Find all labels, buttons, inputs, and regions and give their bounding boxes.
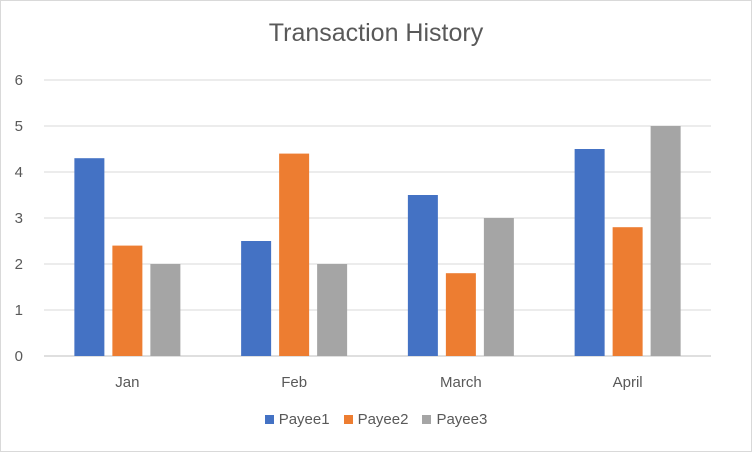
legend-item-payee3: Payee3 bbox=[422, 411, 487, 428]
bar-payee1-jan bbox=[74, 158, 105, 356]
x-tick-label: April bbox=[613, 374, 643, 391]
legend-swatch bbox=[264, 415, 274, 424]
legend-swatch bbox=[422, 415, 432, 424]
legend-item-payee2: Payee2 bbox=[343, 411, 409, 428]
bar-payee2-march bbox=[445, 273, 476, 356]
bar-payee2-april bbox=[612, 227, 643, 356]
y-tick-label: 2 bbox=[15, 256, 23, 273]
bar-payee2-jan bbox=[112, 245, 143, 356]
bar-payee1-march bbox=[407, 195, 438, 356]
legend-label: Payee3 bbox=[436, 411, 488, 428]
y-tick-label: 5 bbox=[15, 118, 23, 135]
x-tick-label: Jan bbox=[115, 374, 139, 391]
bar-payee3-jan bbox=[150, 264, 181, 356]
chart-legend: Payee1 Payee2 Payee3 bbox=[1, 411, 751, 428]
legend-item-payee1: Payee1 bbox=[264, 411, 330, 428]
bar-payee1-april bbox=[574, 149, 605, 356]
y-tick-label: 4 bbox=[15, 164, 23, 181]
bar-payee3-march bbox=[483, 218, 514, 356]
legend-label: Payee1 bbox=[278, 411, 330, 428]
bar-payee1-feb bbox=[241, 241, 272, 356]
y-tick-label: 6 bbox=[15, 72, 23, 89]
bar-payee3-feb bbox=[317, 264, 348, 356]
x-tick-label: March bbox=[440, 374, 482, 391]
legend-swatch bbox=[343, 415, 353, 424]
legend-label: Payee2 bbox=[357, 411, 409, 428]
bar-payee2-feb bbox=[279, 153, 310, 356]
y-tick-label: 3 bbox=[15, 210, 23, 227]
y-tick-label: 1 bbox=[15, 302, 23, 319]
chart-title: Transaction History bbox=[268, 19, 484, 47]
bar-payee3-april bbox=[650, 126, 681, 356]
y-tick-label: 0 bbox=[15, 348, 23, 365]
x-tick-label: Feb bbox=[281, 374, 307, 391]
